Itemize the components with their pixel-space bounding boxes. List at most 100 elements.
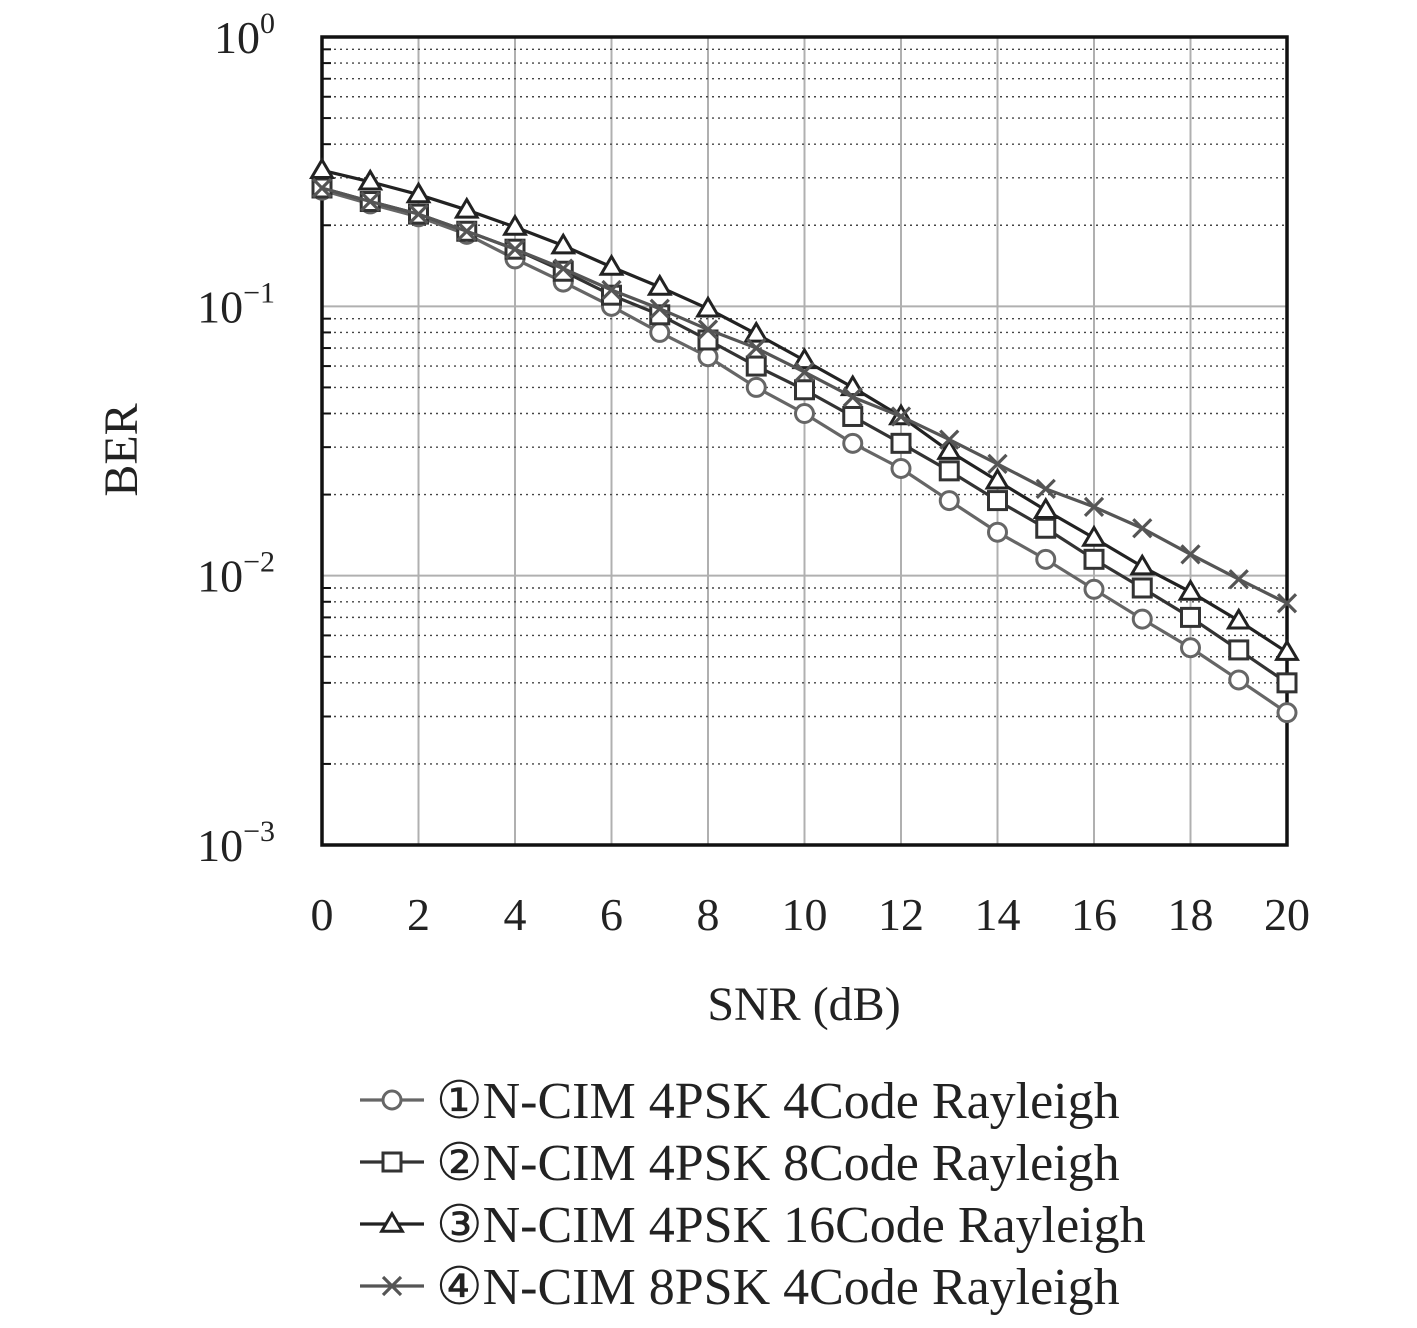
data-point: [1276, 593, 1298, 614]
data-point: [936, 437, 963, 460]
legend-entry-3: ③N-CIM 4PSK 16Code Rayleigh: [360, 1197, 1146, 1254]
legend-marker: [381, 1089, 403, 1111]
data-point: [794, 361, 815, 383]
legend-entry-4: ④N-CIM 8PSK 4Code Rayleigh: [360, 1259, 1120, 1316]
x-tick-label: 18: [1168, 889, 1214, 940]
data-point: [1035, 517, 1057, 539]
legend-marker: [379, 1210, 405, 1233]
data-point: [745, 355, 767, 377]
data-point: [987, 490, 1008, 512]
data-point: [890, 432, 912, 454]
data-point: [598, 253, 625, 276]
data-point: [1228, 639, 1250, 661]
data-point: [938, 490, 960, 512]
x-tick-label: 4: [504, 889, 527, 940]
series-4: [311, 177, 1298, 614]
data-point: [794, 379, 815, 401]
data-point: [1276, 702, 1298, 724]
legend-label: ③N-CIM 4PSK 16Code Rayleigh: [436, 1197, 1146, 1254]
legend-entry-2: ②N-CIM 4PSK 8Code Rayleigh: [360, 1135, 1120, 1192]
x-tick-label: 0: [311, 889, 334, 940]
data-point: [1131, 577, 1153, 599]
grid: [322, 37, 1287, 845]
data-point: [1180, 544, 1201, 565]
data-point: [646, 273, 673, 296]
data-point: [1274, 638, 1300, 661]
data-point: [553, 258, 574, 279]
data-point: [1276, 672, 1298, 694]
data-point: [987, 521, 1008, 543]
data-point: [1228, 669, 1250, 691]
data-point: [1035, 478, 1056, 500]
data-point: [550, 232, 577, 255]
data-point: [1032, 496, 1059, 519]
x-tick-label: 12: [878, 889, 924, 940]
data-point: [794, 403, 815, 425]
data-point: [1131, 608, 1153, 630]
tick-labels: 0 2 4 6 8 10 12 14 16 18 20 100 10−1 10−2 10−3: [197, 7, 1310, 940]
series-group: [309, 156, 1300, 724]
data-point: [1228, 569, 1249, 590]
data-point: [408, 203, 429, 225]
data-point: [1129, 553, 1156, 576]
data-point: [311, 177, 333, 199]
x-tick-label: 10: [782, 889, 828, 940]
data-point: [309, 156, 335, 180]
plot-frame: [320, 35, 1289, 847]
data-point: [502, 213, 528, 236]
y-axis-label: BER: [95, 403, 148, 496]
data-point: [697, 319, 719, 340]
data-point: [601, 279, 622, 301]
legend-label: ④N-CIM 8PSK 4Code Rayleigh: [436, 1259, 1120, 1316]
data-point: [1035, 548, 1057, 570]
data-point: [1083, 496, 1105, 518]
x-tick-label: 20: [1264, 889, 1310, 940]
data-point: [649, 298, 670, 319]
x-tick-label: 16: [1071, 889, 1117, 940]
data-point: [695, 295, 721, 318]
data-point: [984, 467, 1011, 490]
data-point: [1180, 606, 1201, 628]
data-point: [649, 321, 671, 343]
x-tick-label: 14: [975, 889, 1021, 940]
y-tick-label: 10−3: [197, 815, 275, 871]
data-point: [357, 168, 384, 191]
data-point: [745, 376, 767, 398]
data-point: [1132, 518, 1153, 539]
legend-marker: [381, 1151, 403, 1173]
axes: [320, 35, 1289, 847]
data-point: [1180, 637, 1201, 659]
data-point: [987, 453, 1008, 475]
data-point: [1083, 578, 1105, 600]
data-point: [938, 460, 960, 482]
data-point: [1225, 607, 1252, 630]
legend-label: ①N-CIM 4PSK 4Code Rayleigh: [436, 1073, 1120, 1130]
legend-entry-1: ①N-CIM 4PSK 4Code Rayleigh: [360, 1073, 1120, 1130]
data-point: [743, 320, 770, 343]
data-point: [890, 406, 912, 427]
data-point: [1177, 578, 1204, 601]
data-point: [746, 337, 767, 359]
legend-marker: [381, 1275, 403, 1297]
x-tick-label: 6: [600, 889, 623, 940]
data-point: [456, 221, 477, 242]
data-point: [360, 191, 381, 212]
legend-label: ②N-CIM 4PSK 8Code Rayleigh: [436, 1135, 1120, 1192]
data-point: [939, 429, 960, 450]
data-point: [504, 239, 526, 260]
y-tick-label: 10−2: [197, 546, 275, 602]
data-point: [842, 432, 864, 454]
x-axis-label: SNR (dB): [707, 978, 900, 1031]
data-point: [405, 181, 432, 204]
y-tick-label: 10−1: [197, 276, 275, 332]
x-tick-label: 2: [407, 889, 430, 940]
data-point: [1081, 524, 1107, 547]
data-point: [842, 405, 864, 427]
x-tick-label: 8: [697, 889, 720, 940]
data-point: [453, 196, 480, 219]
data-point: [1083, 548, 1105, 570]
y-tick-label: 100: [214, 7, 275, 63]
data-point: [842, 387, 863, 408]
